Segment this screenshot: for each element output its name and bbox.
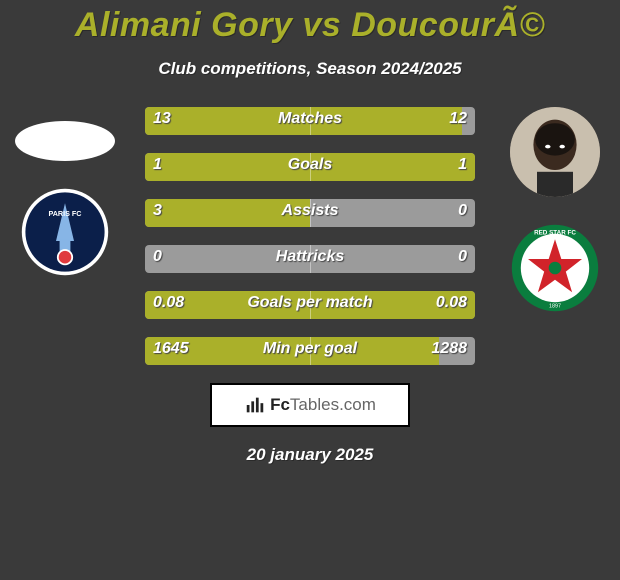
left-player-column: PARIS FC: [10, 107, 120, 277]
stat-value-right: 0.08: [436, 294, 467, 312]
stat-value-right: 1: [458, 156, 467, 174]
stat-row: Goals per match 0.08 0.08: [145, 291, 475, 319]
svg-text:RED STAR FC: RED STAR FC: [534, 230, 576, 237]
stat-label: Goals: [288, 156, 332, 174]
stat-value-left: 1645: [153, 340, 189, 358]
stat-row: Matches 13 12: [145, 107, 475, 135]
stat-bar-left-fill: [145, 153, 310, 181]
stat-row: Hattricks 0 0: [145, 245, 475, 273]
stat-label: Goals per match: [247, 294, 372, 312]
stat-bar-right-fill: [310, 153, 475, 181]
page-title: Alimani Gory vs DoucourÃ©: [0, 0, 620, 45]
right-player-column: RED STAR FC 1897: [500, 107, 610, 313]
stat-label: Matches: [278, 110, 342, 128]
stat-row: Assists 3 0: [145, 199, 475, 227]
club-badge-left: PARIS FC: [20, 187, 110, 277]
stat-row: Goals 1 1: [145, 153, 475, 181]
stat-label: Hattricks: [276, 248, 344, 266]
player-photo-left: [15, 121, 115, 161]
stat-row: Min per goal 1645 1288: [145, 337, 475, 365]
brand-badge: FcTables.com: [210, 383, 410, 427]
stat-label: Assists: [282, 202, 339, 220]
player-photo-right: [510, 107, 600, 197]
stat-bars: Matches 13 12 Goals 1 1 Assists 3 0 Hattricks 0 0 Go…: [145, 107, 475, 365]
stat-value-right: 12: [449, 110, 467, 128]
club-badge-right: RED STAR FC 1897: [510, 223, 600, 313]
stat-label: Min per goal: [263, 340, 357, 358]
chart-icon: [244, 394, 266, 416]
stat-value-right: 0: [458, 248, 467, 266]
stat-value-left: 13: [153, 110, 171, 128]
stat-value-left: 3: [153, 202, 162, 220]
comparison-content: PARIS FC RED STAR FC 1897: [0, 107, 620, 365]
stat-value-left: 1: [153, 156, 162, 174]
date-line: 20 january 2025: [0, 445, 620, 465]
brand-text: FcTables.com: [270, 395, 376, 415]
stat-value-left: 0: [153, 248, 162, 266]
stat-value-left: 0.08: [153, 294, 184, 312]
svg-text:1897: 1897: [549, 304, 561, 310]
svg-text:PARIS FC: PARIS FC: [48, 209, 81, 218]
stat-value-right: 0: [458, 202, 467, 220]
stat-value-right: 1288: [431, 340, 467, 358]
subtitle: Club competitions, Season 2024/2025: [0, 59, 620, 79]
